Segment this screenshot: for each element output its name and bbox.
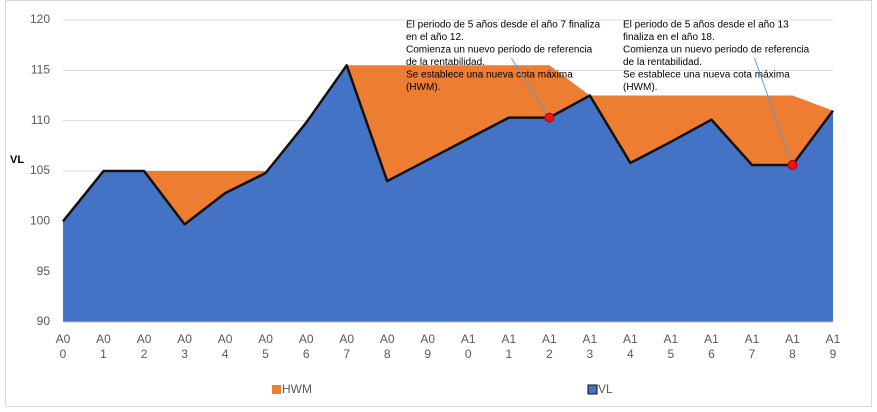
y-tick-label: 115 bbox=[31, 63, 50, 77]
x-tick-label: A1 9 bbox=[826, 332, 841, 361]
x-tick-label-line: 1 bbox=[505, 347, 512, 361]
legend-swatch bbox=[272, 385, 281, 394]
x-tick-label: A0 1 bbox=[96, 332, 111, 361]
x-tick-label-line: A0 bbox=[96, 332, 111, 346]
x-tick-label: A0 9 bbox=[420, 332, 435, 361]
annotation-text: finaliza en el año 18. bbox=[623, 32, 715, 43]
x-tick-label: A1 4 bbox=[623, 332, 638, 361]
annotation-text: Se establece una nueva cota máxima bbox=[623, 70, 790, 81]
x-tick-label: A0 8 bbox=[380, 332, 395, 361]
x-tick-label-line: A0 bbox=[137, 332, 152, 346]
x-tick-label-line: 8 bbox=[789, 347, 796, 361]
x-tick-label: A1 5 bbox=[664, 332, 679, 361]
y-tick-label: 110 bbox=[31, 113, 50, 127]
x-tick-label-line: A1 bbox=[704, 332, 719, 346]
x-tick-label-line: 7 bbox=[343, 347, 350, 361]
x-tick-label-line: 1 bbox=[100, 347, 107, 361]
y-tick-label: 105 bbox=[30, 163, 50, 177]
annotation-pointer bbox=[754, 57, 793, 166]
line bbox=[62, 64, 835, 226]
x-tick-label-line: A0 bbox=[258, 332, 273, 346]
x-tick-label: A1 3 bbox=[582, 332, 597, 361]
x-tick-label-line: A1 bbox=[542, 332, 557, 346]
legend-label: VL bbox=[598, 382, 613, 396]
x-tick-label-line: 4 bbox=[222, 347, 229, 361]
x-tick-label-line: A1 bbox=[664, 332, 679, 346]
x-tick-label: A1 2 bbox=[542, 332, 557, 361]
y-tick-label: 120 bbox=[30, 12, 50, 26]
x-tick-label: A0 3 bbox=[177, 332, 192, 361]
x-tick-label-line: 3 bbox=[181, 347, 188, 361]
x-tick-label-line: A0 bbox=[380, 332, 395, 346]
x-tick-label-line: 2 bbox=[141, 347, 148, 361]
x-tick-label: A1 6 bbox=[704, 332, 719, 361]
x-tick-label-line: 4 bbox=[627, 347, 634, 361]
annotation-text: Se establece una nueva cota máxima bbox=[406, 70, 573, 81]
x-tick-label: A0 6 bbox=[299, 332, 314, 361]
x-tick-label-line: A0 bbox=[299, 332, 314, 346]
x-tick-label-line: 2 bbox=[546, 347, 553, 361]
annotation-text: El periodo de 5 años desde el año 13 bbox=[623, 20, 789, 31]
annotation-text: de la rentabilidad. bbox=[406, 57, 485, 68]
x-tick-label-line: 6 bbox=[303, 347, 310, 361]
x-tick-label-line: A1 bbox=[461, 332, 476, 346]
x-tick-label-line: 0 bbox=[465, 347, 472, 361]
x-tick-label-line: 5 bbox=[668, 347, 675, 361]
x-tick-label: A0 5 bbox=[258, 332, 273, 361]
x-tick-label: A0 7 bbox=[339, 332, 354, 361]
x-tick-label-line: A1 bbox=[745, 332, 760, 346]
x-tick-label-line: A0 bbox=[218, 332, 233, 346]
annotation-dot bbox=[787, 159, 798, 170]
x-tick-label-line: 6 bbox=[708, 347, 715, 361]
annotation-pointer bbox=[510, 57, 550, 118]
x-tick-label-line: 9 bbox=[424, 347, 431, 361]
x-tick-label: A1 0 bbox=[461, 332, 476, 361]
x-tick-label: A0 2 bbox=[137, 332, 152, 361]
x-tick-label-line: A0 bbox=[339, 332, 354, 346]
annotation-text: (HWM). bbox=[623, 82, 657, 93]
annotation-text: Comienza un nuevo periodo de referencia bbox=[623, 45, 810, 56]
x-tick-label-line: 0 bbox=[60, 347, 67, 361]
legend-swatch bbox=[587, 384, 598, 395]
x-tick-label-line: 8 bbox=[384, 347, 391, 361]
x-tick-label-line: A0 bbox=[420, 332, 435, 346]
x-tick-label-line: A0 bbox=[56, 332, 71, 346]
annotation-text: en el año 12. bbox=[406, 32, 464, 43]
x-tick-label-line: 9 bbox=[830, 347, 837, 361]
x-tick-label-line: 3 bbox=[586, 347, 593, 361]
x-tick-label: A0 4 bbox=[218, 332, 233, 361]
x-tick-label-line: A1 bbox=[582, 332, 597, 346]
x-tick-label: A1 1 bbox=[501, 332, 516, 361]
y-tick-label: 95 bbox=[37, 264, 51, 278]
annotation-text: Comienza un nuevo periodo de referencia bbox=[406, 45, 593, 56]
x-tick-label: A1 8 bbox=[785, 332, 800, 361]
annotation-text: El periodo de 5 años desde el año 7 fina… bbox=[406, 20, 600, 31]
x-tick-label: A1 7 bbox=[745, 332, 760, 361]
y-axis-label: VL bbox=[10, 154, 24, 166]
legend-label: HWM bbox=[282, 382, 312, 396]
x-tick-label-line: 5 bbox=[262, 347, 269, 361]
annotation-text: de la rentabilidad. bbox=[623, 57, 702, 68]
y-tick-label: 90 bbox=[37, 314, 51, 328]
annotation-text: (HWM). bbox=[406, 82, 440, 93]
x-tick-label-line: A1 bbox=[826, 332, 841, 346]
x-tick-label-line: 7 bbox=[749, 347, 756, 361]
y-tick-label: 100 bbox=[30, 214, 50, 228]
x-tick-label-line: A1 bbox=[623, 332, 638, 346]
x-tick-label-line: A0 bbox=[177, 332, 192, 346]
x-tick-label: A0 0 bbox=[56, 332, 71, 361]
x-tick-label-line: A1 bbox=[501, 332, 516, 346]
area bbox=[63, 65, 833, 323]
x-tick-label-line: A1 bbox=[785, 332, 800, 346]
annotation-dot bbox=[544, 112, 555, 123]
